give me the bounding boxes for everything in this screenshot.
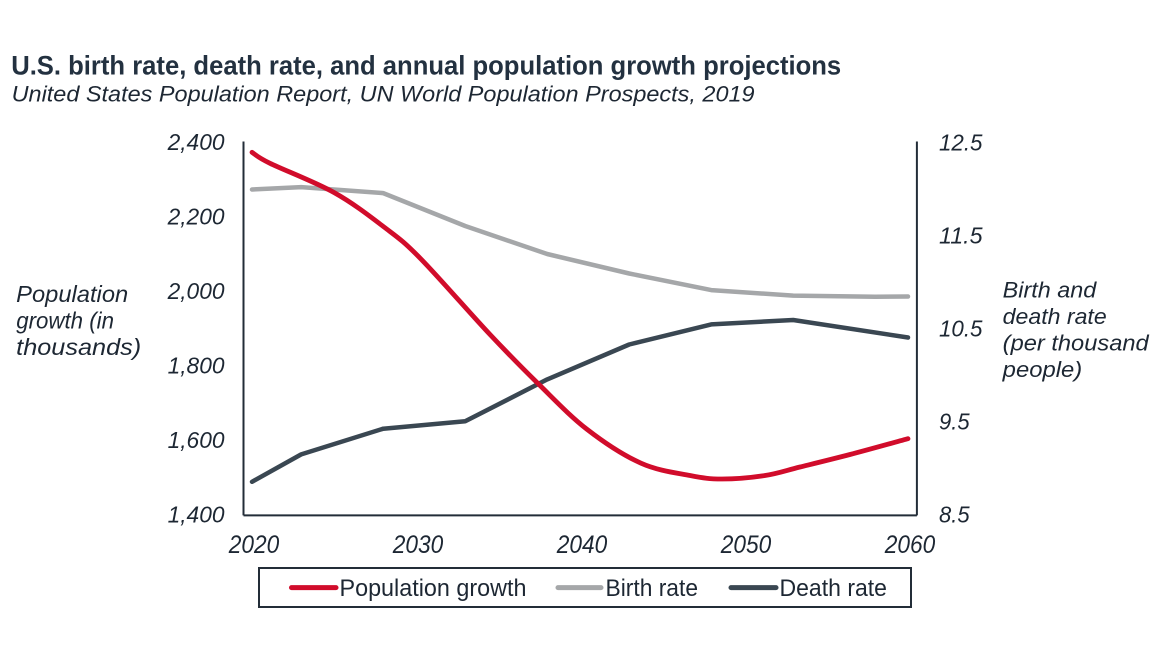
svg-text:2060: 2060 bbox=[884, 531, 935, 559]
svg-text:2050: 2050 bbox=[720, 531, 771, 559]
svg-text:United States Population Repor: United States Population Report, UN Worl… bbox=[12, 82, 755, 107]
svg-text:8.5: 8.5 bbox=[939, 502, 970, 528]
svg-text:Population: Population bbox=[16, 281, 128, 307]
svg-text:2,400: 2,400 bbox=[167, 129, 225, 155]
svg-text:11.5: 11.5 bbox=[939, 222, 983, 248]
svg-text:1,800: 1,800 bbox=[168, 352, 225, 378]
svg-text:(per thousand: (per thousand bbox=[1003, 331, 1151, 356]
svg-text:death rate: death rate bbox=[1003, 304, 1107, 329]
svg-text:12.5: 12.5 bbox=[939, 129, 983, 155]
svg-text:2040: 2040 bbox=[556, 531, 607, 559]
svg-text:2,200: 2,200 bbox=[167, 203, 225, 229]
svg-text:1,600: 1,600 bbox=[168, 427, 225, 453]
svg-text:1,400: 1,400 bbox=[168, 501, 225, 527]
svg-text:9.5: 9.5 bbox=[939, 409, 970, 435]
svg-text:Population growth: Population growth bbox=[340, 575, 527, 602]
svg-text:Birth rate: Birth rate bbox=[606, 575, 699, 602]
svg-text:2020: 2020 bbox=[228, 531, 279, 559]
svg-text:growth (in: growth (in bbox=[16, 308, 114, 334]
svg-text:10.5: 10.5 bbox=[939, 315, 983, 341]
svg-text:U.S. birth rate, death rate, a: U.S. birth rate, death rate, and annual … bbox=[11, 50, 841, 80]
svg-text:Death rate: Death rate bbox=[780, 575, 888, 602]
svg-text:Birth and: Birth and bbox=[1003, 277, 1098, 302]
svg-text:2030: 2030 bbox=[392, 531, 443, 559]
svg-text:thousands): thousands) bbox=[16, 334, 141, 360]
svg-text:2,000: 2,000 bbox=[167, 278, 225, 304]
svg-text:people): people) bbox=[1002, 357, 1083, 382]
